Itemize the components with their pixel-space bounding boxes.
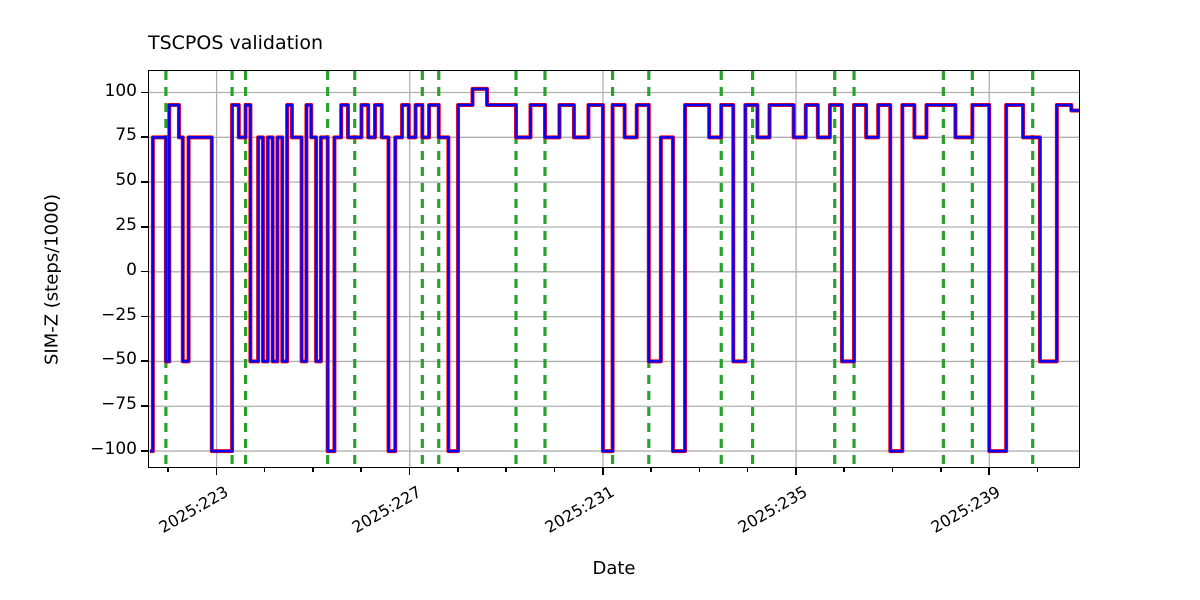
plot-canvas bbox=[149, 71, 1079, 467]
x-minor-tick-mark bbox=[360, 468, 363, 472]
x-major-tick-mark bbox=[601, 468, 604, 475]
y-tick-mark bbox=[141, 270, 148, 273]
x-minor-tick-mark bbox=[505, 468, 507, 472]
y-tick-label: 25 bbox=[115, 214, 137, 235]
y-tick-label: 75 bbox=[115, 125, 137, 146]
plot-area[interactable] bbox=[148, 70, 1080, 468]
y-tick-mark bbox=[141, 405, 148, 407]
y-tick-label: 0 bbox=[126, 259, 137, 280]
x-minor-tick-mark bbox=[167, 468, 169, 472]
x-minor-tick-mark bbox=[843, 468, 845, 472]
y-tick-label: −50 bbox=[101, 349, 137, 370]
x-major-tick-mark bbox=[988, 468, 990, 475]
x-tick-label: 2025:223 bbox=[155, 482, 232, 537]
x-major-tick-mark bbox=[215, 468, 218, 475]
y-tick-mark bbox=[141, 181, 148, 183]
x-minor-tick-mark bbox=[553, 468, 556, 472]
y-tick-mark bbox=[141, 136, 148, 138]
y-tick-label: 100 bbox=[104, 80, 137, 101]
y-tick-mark bbox=[141, 315, 148, 318]
x-minor-tick-mark bbox=[457, 468, 459, 472]
x-minor-tick-mark bbox=[650, 468, 652, 472]
y-tick-mark bbox=[141, 225, 148, 228]
data-series-lines bbox=[149, 86, 1079, 454]
x-axis-label: Date bbox=[592, 558, 636, 579]
y-tick-label: −100 bbox=[90, 439, 137, 460]
chart-title: TSCPOS validation bbox=[148, 32, 323, 54]
x-minor-tick-mark bbox=[263, 468, 266, 472]
x-minor-tick-mark bbox=[1036, 468, 1039, 472]
y-tick-mark bbox=[141, 91, 148, 94]
x-tick-label: 2025:227 bbox=[348, 482, 425, 537]
x-minor-tick-mark bbox=[891, 468, 894, 472]
x-minor-tick-mark bbox=[312, 468, 314, 472]
x-minor-tick-mark bbox=[746, 468, 749, 472]
y-axis-label: SIM-Z (steps/1000) bbox=[41, 193, 63, 366]
x-tick-label: 2025:235 bbox=[734, 482, 811, 537]
y-tick-label: 50 bbox=[115, 170, 137, 191]
y-tick-label: −75 bbox=[101, 394, 137, 415]
y-tick-mark bbox=[141, 360, 148, 363]
y-tick-label: −25 bbox=[101, 304, 137, 325]
x-minor-tick-mark bbox=[939, 468, 942, 472]
x-tick-label: 2025:239 bbox=[927, 482, 1004, 537]
x-minor-tick-mark bbox=[698, 468, 701, 472]
y-tick-mark bbox=[141, 450, 148, 452]
x-major-tick-mark bbox=[408, 468, 411, 475]
x-major-tick-mark bbox=[795, 468, 797, 475]
x-tick-label: 2025:231 bbox=[541, 482, 618, 537]
